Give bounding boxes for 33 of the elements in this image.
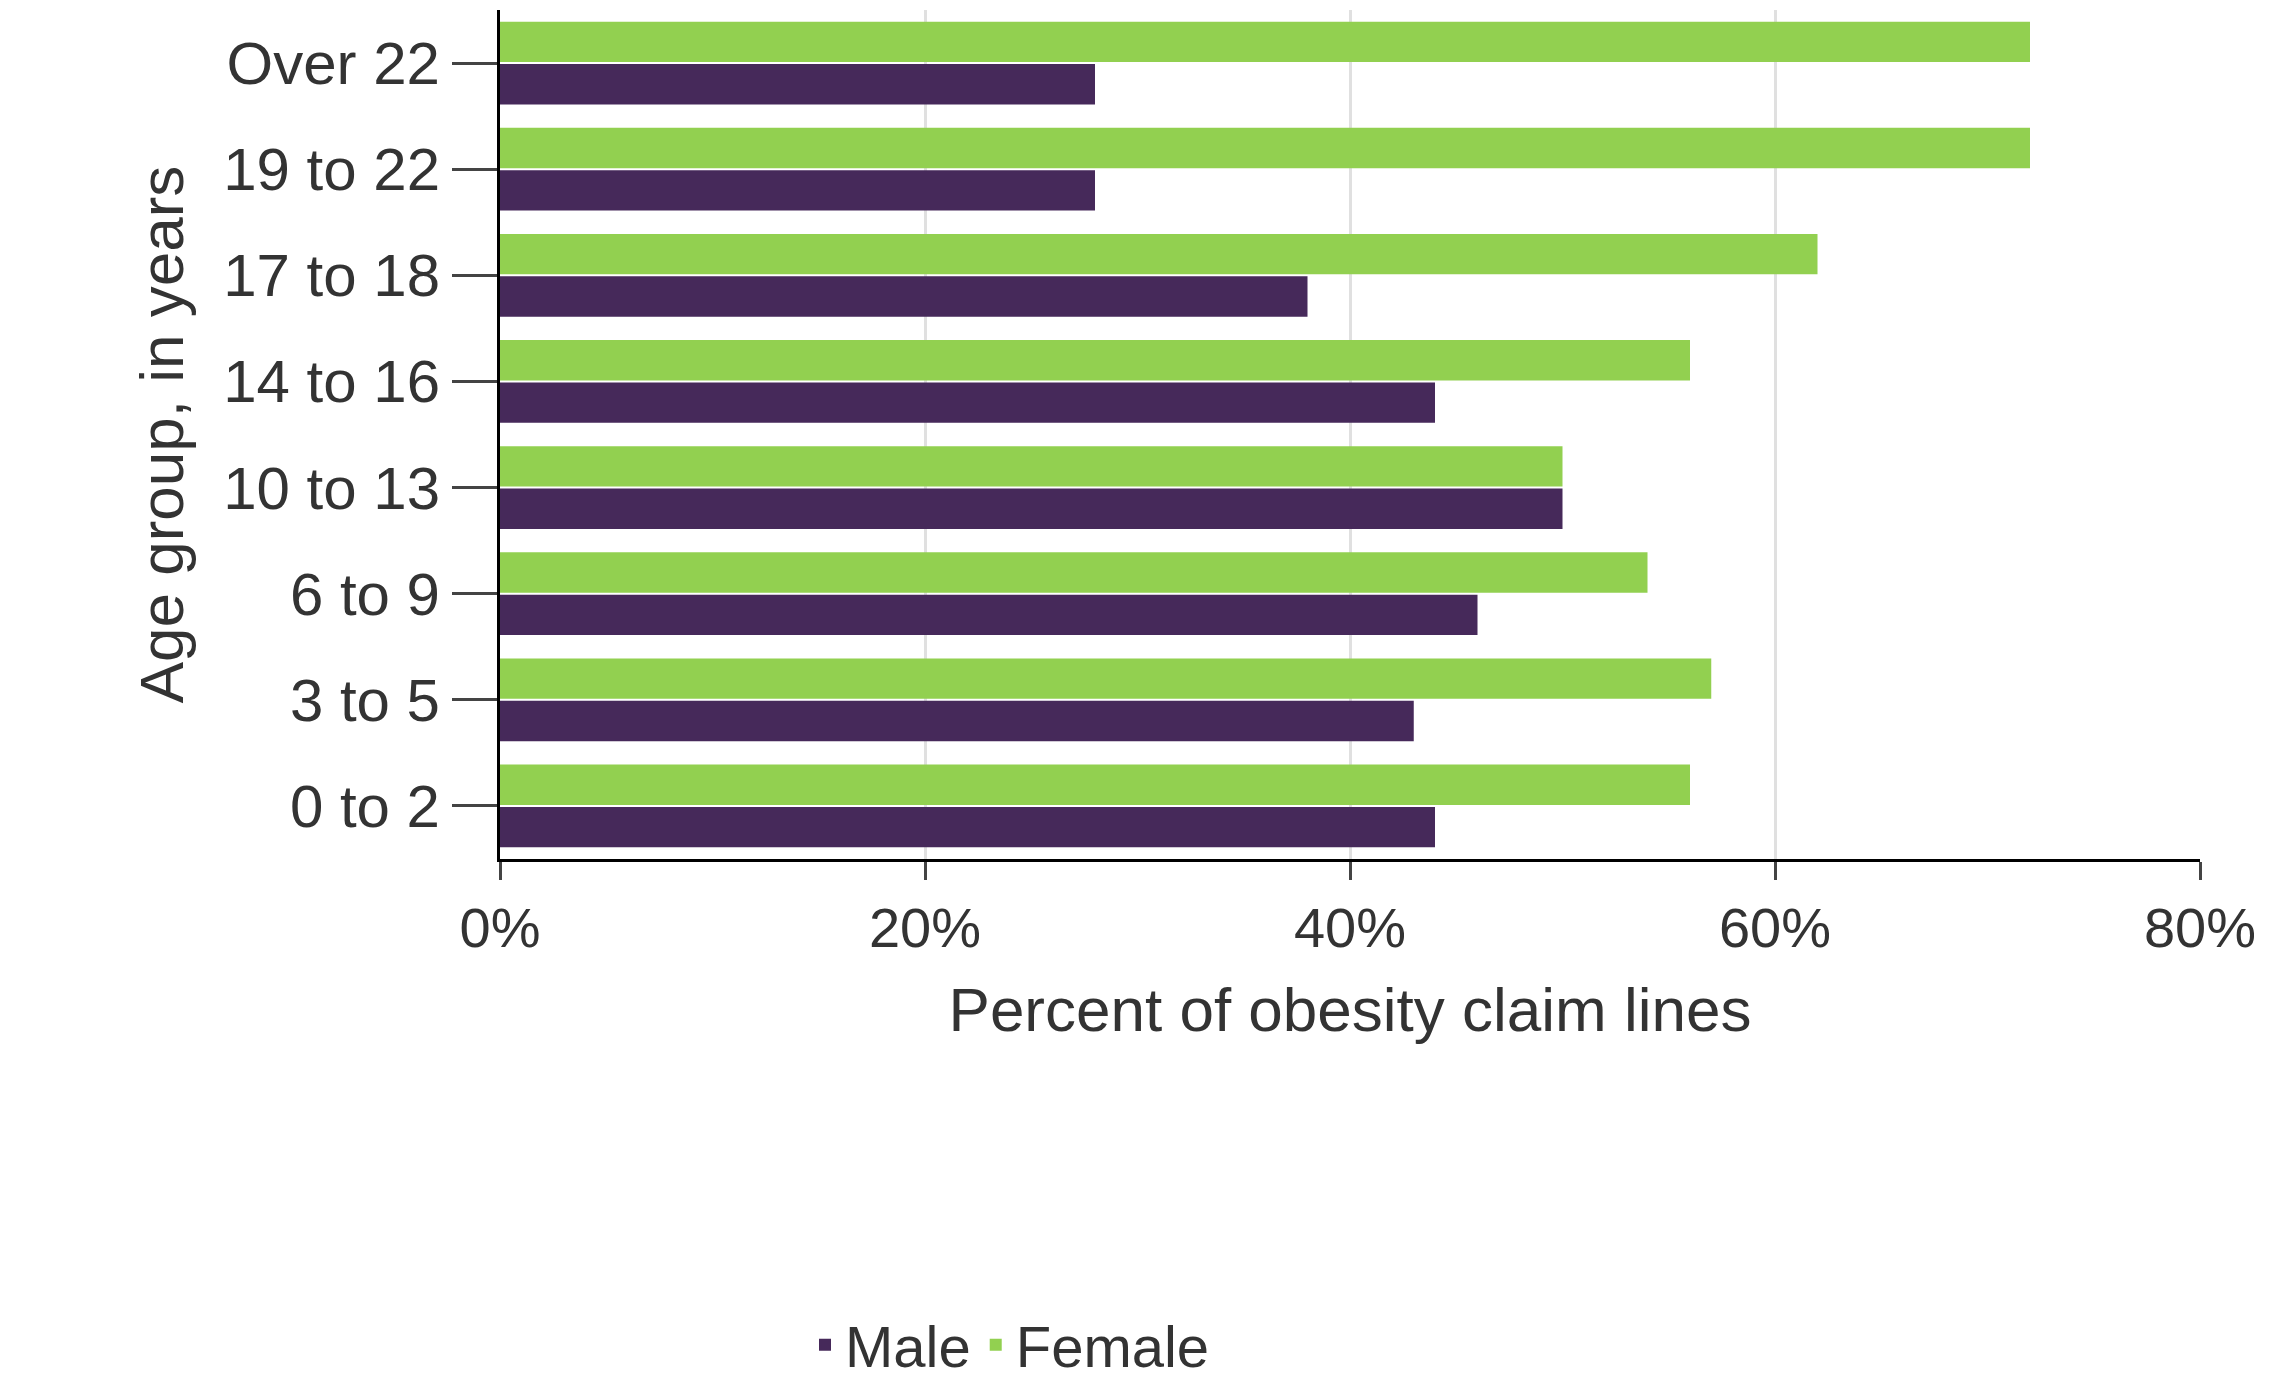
bar [500,552,1648,593]
bar [500,700,1414,742]
y-tick-label: 17 to 18 [223,242,440,310]
x-tick-label: 80% [2143,896,2257,960]
bar [500,658,1712,699]
bar [500,64,1095,105]
legend-label: Female [1015,1314,1210,1380]
x-tick-label: 40% [1293,896,1407,960]
x-tick-label: 60% [1718,896,1832,960]
bar [500,446,1563,487]
y-tick-label: 6 to 9 [289,560,440,628]
bar [500,340,1690,381]
bar [500,594,1478,636]
bar [500,764,1690,805]
y-tick-label: 0 to 2 [289,772,440,840]
bar [500,233,1818,275]
y-tick-label: 10 to 13 [223,454,440,522]
bar [500,382,1435,423]
bar [500,170,1095,211]
bar [500,807,1435,848]
bar [500,488,1563,529]
y-tick-label: Over 22 [226,30,440,98]
x-tick-label: 0% [459,896,541,960]
y-tick-label: 19 to 22 [223,136,440,204]
y-axis-title: Age group, in years [126,165,196,704]
y-tick-label: 14 to 16 [223,348,440,416]
y-tick-label: 3 to 5 [289,666,440,734]
bar [500,127,2030,169]
bar [500,276,1308,317]
legend-label: Male [845,1314,971,1380]
bar [500,21,2030,62]
x-tick-label: 20% [868,896,982,960]
x-axis-title: Percent of obesity claim lines [948,975,1752,1045]
